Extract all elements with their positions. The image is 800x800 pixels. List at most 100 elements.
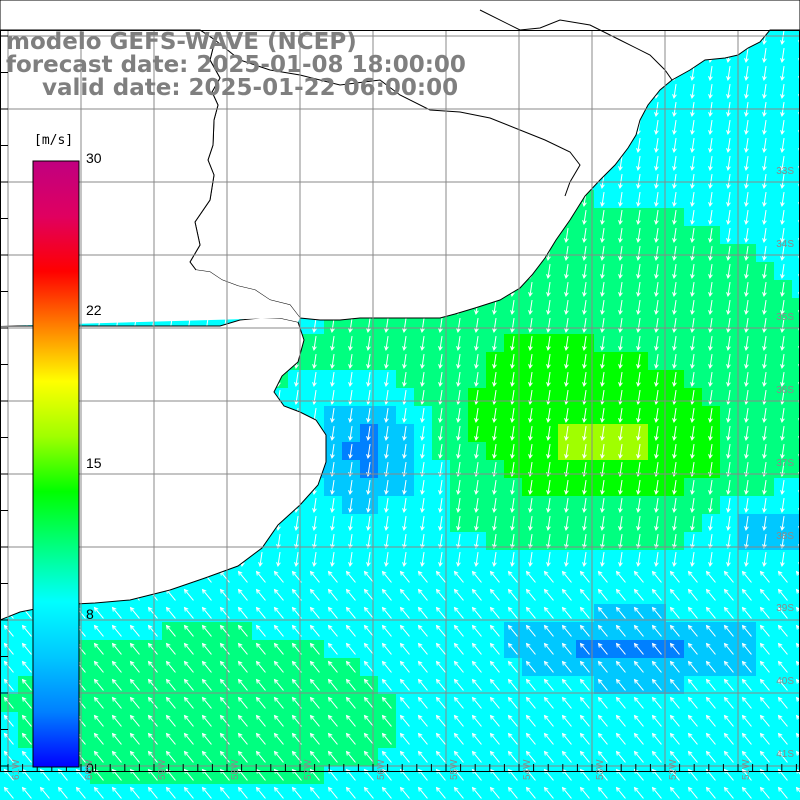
wind-arrow	[183, 696, 194, 709]
wind-arrow	[438, 552, 443, 567]
wind-arrow	[147, 624, 158, 637]
wind-arrow	[672, 444, 677, 459]
wind-arrow	[744, 444, 749, 459]
wind-arrow	[546, 354, 551, 369]
wind-arrow	[21, 624, 32, 637]
wind-arrow	[453, 750, 464, 763]
lat-label-39s: 39S	[776, 603, 794, 614]
wind-arrow	[777, 678, 788, 691]
wind-arrow	[255, 606, 266, 619]
wind-arrow	[780, 84, 785, 99]
political-borders	[189, 9, 673, 271]
wind-arrow	[672, 534, 677, 549]
wind-arrow	[636, 156, 641, 171]
field-cell	[792, 316, 800, 334]
wind-arrow	[201, 588, 212, 601]
wind-arrow	[633, 732, 644, 745]
wind-arrow	[402, 372, 407, 387]
wind-arrow	[600, 264, 605, 279]
wind-arrow	[327, 714, 338, 727]
wind-arrow	[690, 192, 695, 207]
wind-arrow	[471, 786, 482, 799]
wind-arrow	[705, 696, 716, 709]
field-cell	[522, 784, 540, 800]
wind-arrow	[564, 552, 569, 567]
wind-arrow	[726, 300, 731, 315]
wind-arrow	[561, 624, 572, 637]
field-cell	[0, 784, 18, 800]
wind-arrow	[147, 714, 158, 727]
field-cell	[792, 46, 800, 64]
wind-arrow	[129, 660, 140, 673]
wind-arrow	[780, 498, 785, 513]
wind-arrow	[582, 210, 587, 225]
wind-arrow	[690, 138, 695, 153]
wind-arrow	[600, 480, 605, 495]
wind-arrow	[237, 588, 248, 601]
wind-arrow	[366, 552, 371, 567]
wind-arrow	[726, 318, 731, 333]
field-cell	[792, 658, 800, 676]
wind-arrow	[690, 228, 695, 243]
wind-arrow	[759, 750, 770, 763]
wind-arrow	[690, 534, 695, 549]
wind-arrow	[651, 678, 662, 691]
wind-arrow	[219, 642, 230, 655]
wind-arrow	[201, 660, 212, 673]
wind-arrow	[780, 444, 785, 459]
wind-arrow	[327, 786, 338, 799]
wind-arrow	[21, 696, 32, 709]
wind-arrow	[672, 156, 677, 171]
lon-label-58w: 58W	[230, 759, 241, 780]
wind-arrow	[726, 120, 731, 135]
wind-arrow	[525, 786, 536, 799]
wind-arrow	[39, 786, 50, 799]
wind-arrow	[381, 588, 392, 601]
wind-arrow	[708, 228, 713, 243]
wind-arrow	[507, 660, 518, 673]
wind-arrow	[93, 606, 104, 619]
wind-arrow	[543, 786, 554, 799]
wind-arrow	[654, 228, 659, 243]
wind-arrow	[345, 588, 356, 601]
wind-arrow	[744, 480, 749, 495]
wind-arrow	[690, 426, 695, 441]
wind-arrow	[471, 624, 482, 637]
wind-arrow	[183, 660, 194, 673]
wind-arrow	[255, 786, 266, 799]
wind-arrow	[564, 336, 569, 351]
wind-arrow	[312, 534, 317, 549]
wind-arrow	[402, 534, 407, 549]
wind-arrow	[546, 552, 551, 567]
wind-arrow	[381, 570, 392, 583]
wind-arrow	[564, 408, 569, 423]
wind-arrow	[273, 732, 284, 745]
lat-label-36s: 36S	[776, 385, 794, 396]
wind-arrow	[363, 606, 374, 619]
wind-arrow	[687, 750, 698, 763]
wind-arrow	[273, 642, 284, 655]
wind-arrow	[651, 606, 662, 619]
wind-arrow	[690, 444, 695, 459]
wind-arrow	[636, 138, 641, 153]
wind-arrow	[762, 282, 767, 297]
wind-arrow	[456, 372, 461, 387]
wind-arrow	[399, 606, 410, 619]
wind-arrow	[528, 534, 533, 549]
wind-arrow	[93, 732, 104, 745]
wind-arrow	[330, 426, 335, 441]
wind-arrow	[381, 696, 392, 709]
wind-arrow	[564, 318, 569, 333]
wind-arrow	[384, 318, 389, 333]
wind-arrow	[492, 336, 497, 351]
wind-arrow	[780, 210, 785, 225]
wind-arrow	[780, 246, 785, 261]
wind-arrow	[273, 588, 284, 601]
wind-arrow	[651, 624, 662, 637]
wind-arrow	[420, 444, 425, 459]
wind-arrow	[546, 300, 551, 315]
wind-arrow	[147, 642, 158, 655]
wind-arrow	[708, 498, 713, 513]
wind-arrow	[327, 660, 338, 673]
wind-arrow	[579, 570, 590, 583]
